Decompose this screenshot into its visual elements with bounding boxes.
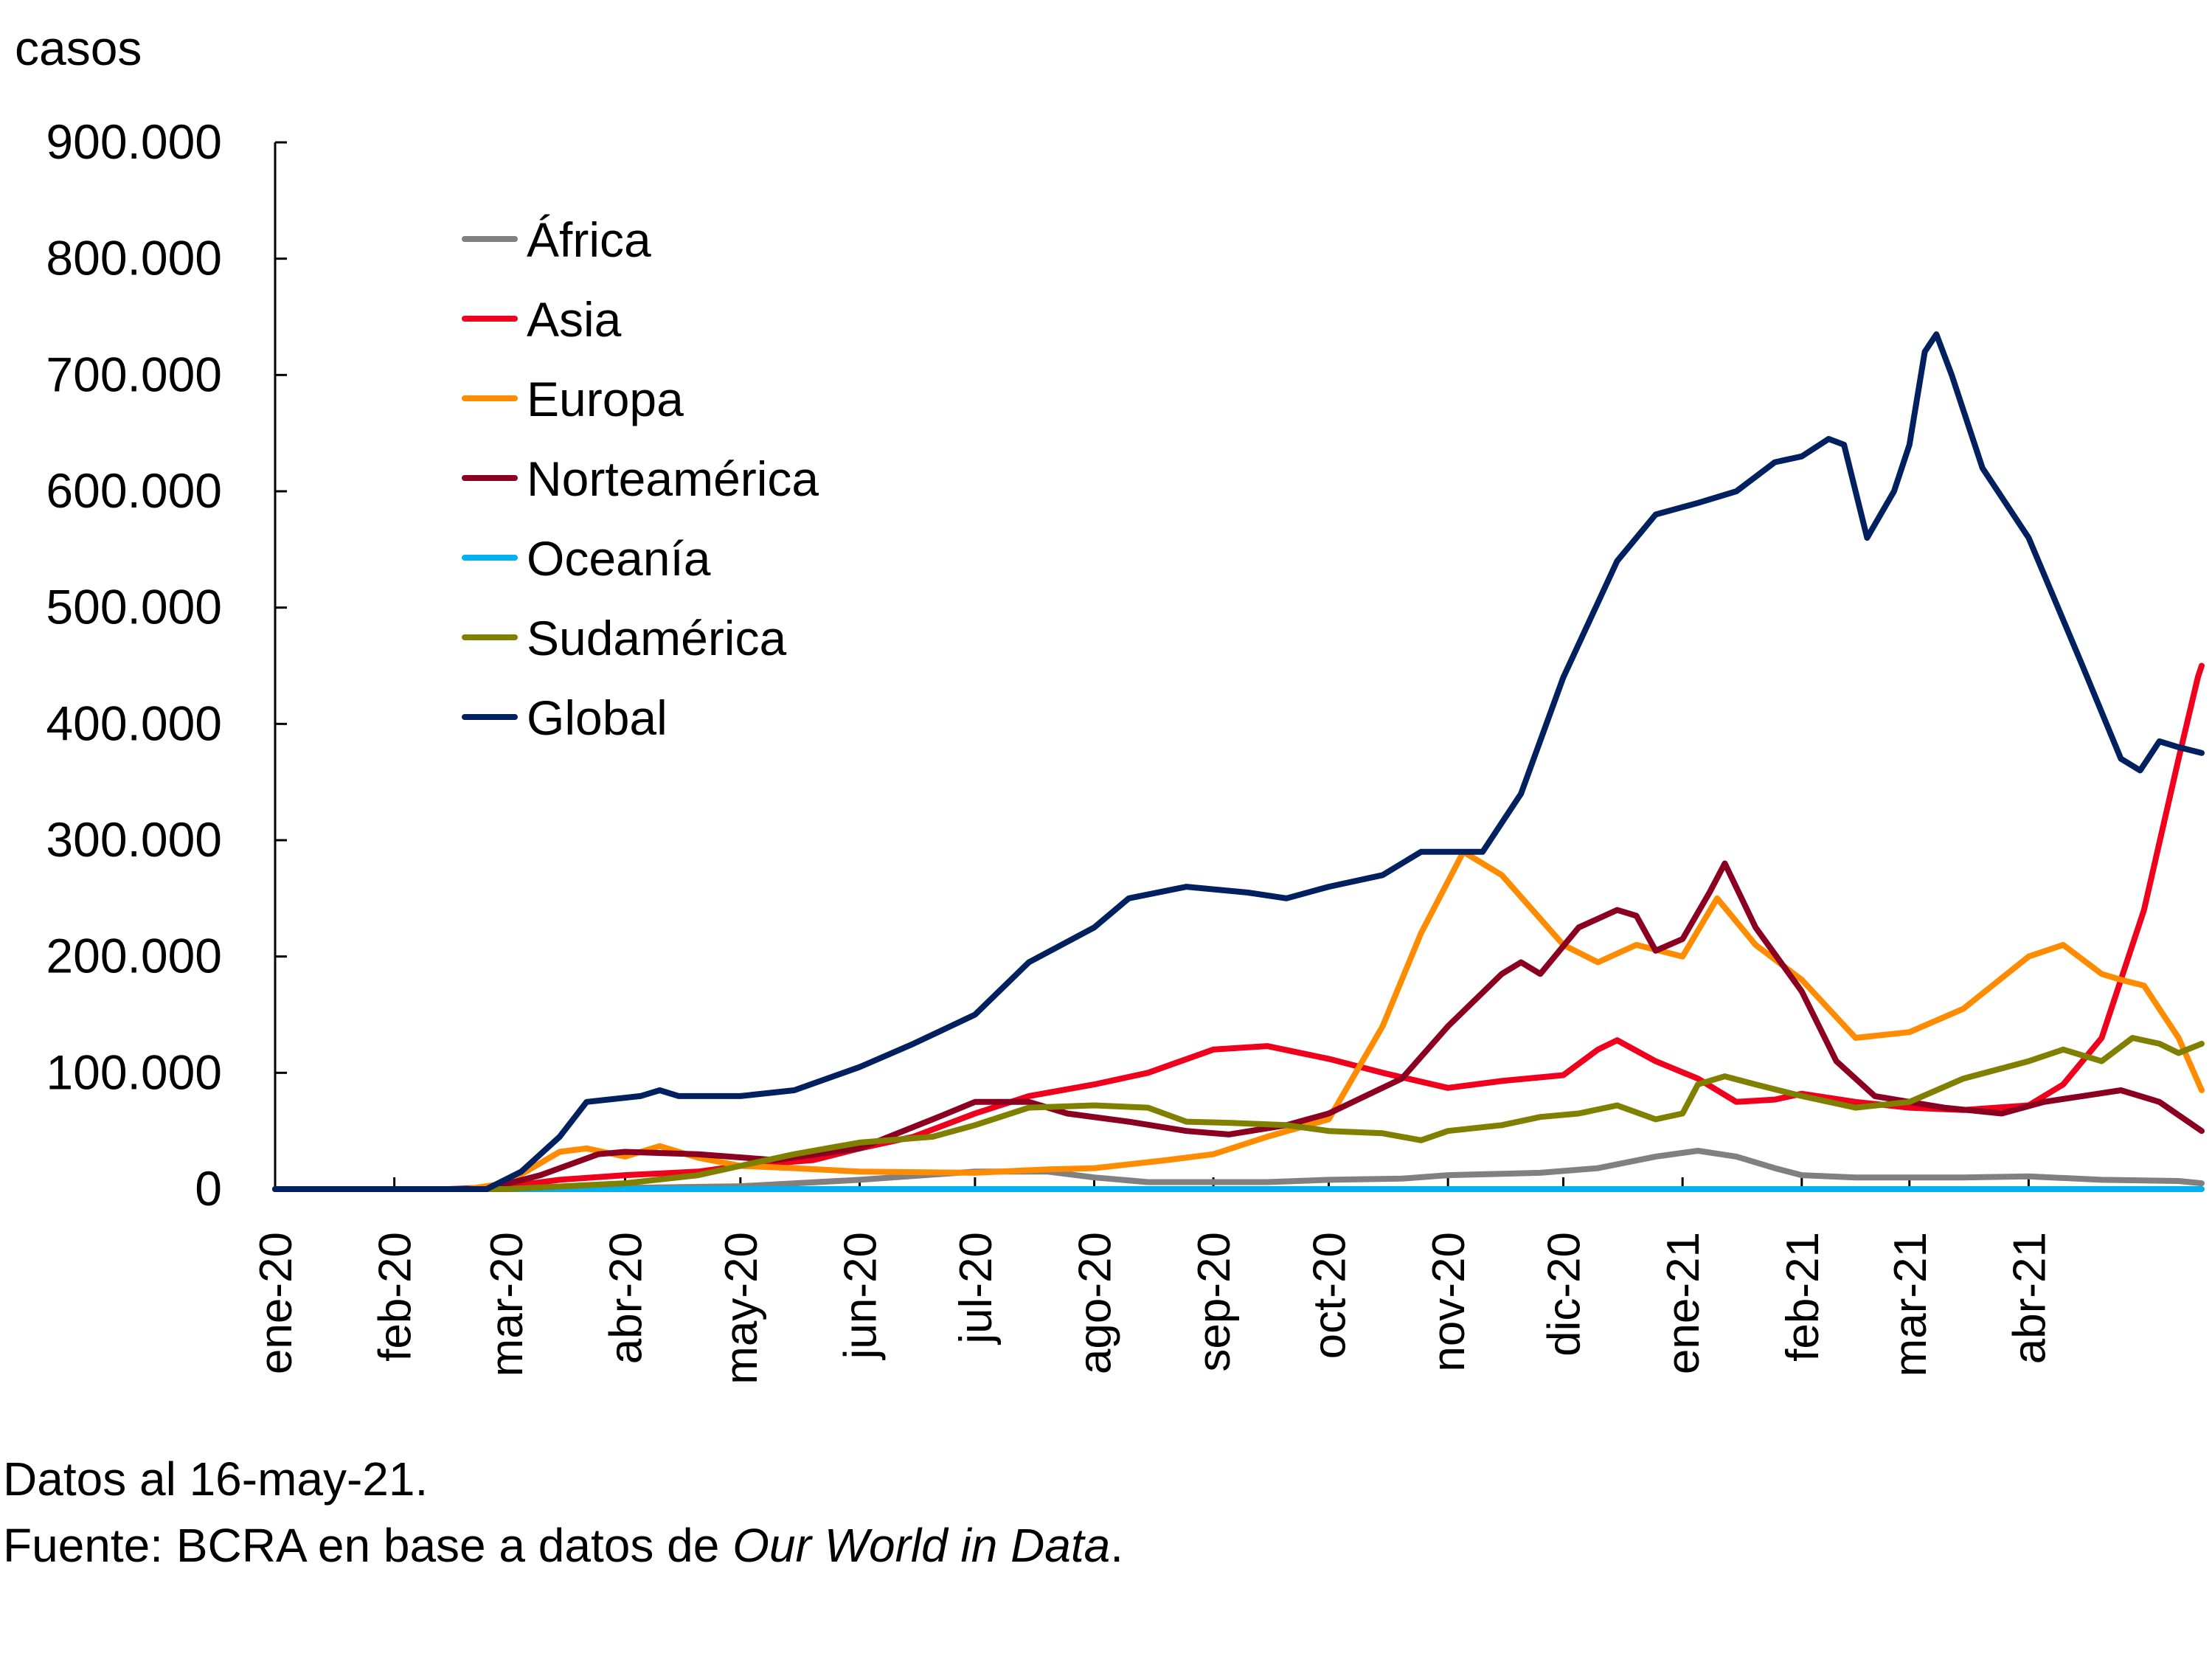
x-tick-label: feb-20 [370, 1232, 421, 1362]
y-tick-label: 600.000 [46, 463, 222, 518]
x-tick-label: jul-20 [951, 1232, 1002, 1345]
x-tick-label: ago-20 [1069, 1232, 1120, 1374]
x-tick-label: nov-20 [1424, 1232, 1474, 1372]
x-tick-label: abr-20 [600, 1232, 651, 1364]
x-axis: ene-20 feb-20 mar-20 abr-20 may-20 jun-20 jul-… [251, 1177, 2202, 1385]
legend-label-europa: Europa [527, 372, 684, 426]
y-tick-label: 300.000 [46, 812, 222, 867]
source-prefix: Fuente: BCRA en base a datos de [3, 1519, 733, 1572]
y-axis: 0 100.000 200.000 300.000 400.000 500.000 600.… [46, 114, 287, 1216]
x-tick-label: dic-20 [1539, 1232, 1590, 1357]
source-note: Fuente: BCRA en base a datos de Our Worl… [3, 1518, 1123, 1573]
source-italic: Our World in Data [732, 1519, 1111, 1572]
x-tick-label: ene-21 [1658, 1232, 1709, 1374]
x-tick-label: sep-20 [1189, 1232, 1240, 1372]
x-tick-label: oct-20 [1305, 1232, 1356, 1359]
y-tick-label: 700.000 [46, 347, 222, 401]
legend-label-sudamerica: Sudamérica [527, 611, 786, 665]
y-tick-label: 900.000 [46, 114, 222, 169]
series-line-global [272, 331, 2205, 1192]
legend-label-oceania: Oceanía [527, 531, 711, 586]
y-axis-unit-label: casos [15, 21, 142, 75]
series-line-africa [272, 1148, 2205, 1192]
y-tick-label: 800.000 [46, 231, 222, 285]
series-line-sudamerica [272, 1035, 2205, 1192]
y-tick-label: 100.000 [46, 1045, 222, 1099]
y-tick-label: 400.000 [46, 696, 222, 750]
series-line-europa [272, 848, 2205, 1192]
y-tick-label: 500.000 [46, 580, 222, 634]
legend-label-norteamerica: Norteamérica [527, 451, 819, 506]
line-chart: casos 0 100.000 200.000 300.000 400.000 500.0… [15, 21, 2205, 1385]
x-tick-label: feb-21 [1778, 1232, 1828, 1362]
x-tick-label: ene-20 [251, 1232, 302, 1374]
legend-label-global: Global [527, 690, 668, 745]
y-tick-label: 0 [195, 1161, 222, 1216]
x-tick-label: abr-21 [2004, 1232, 2055, 1364]
x-tick-label: jun-20 [835, 1232, 886, 1360]
source-suffix: . [1110, 1519, 1124, 1572]
y-tick-label: 200.000 [46, 929, 222, 983]
x-tick-label: mar-20 [482, 1232, 533, 1376]
x-tick-label: mar-21 [1885, 1232, 1936, 1376]
legend-label-africa: África [527, 212, 651, 267]
legend-label-asia: Asia [527, 292, 622, 347]
legend: África Asia Europa Norteamérica Oceanía Sudam… [462, 212, 819, 745]
series-layer [272, 331, 2205, 1192]
x-tick-label: may-20 [716, 1232, 767, 1385]
data-date-note: Datos al 16-may-21. [3, 1452, 429, 1506]
series-line-norteamerica [272, 860, 2205, 1192]
